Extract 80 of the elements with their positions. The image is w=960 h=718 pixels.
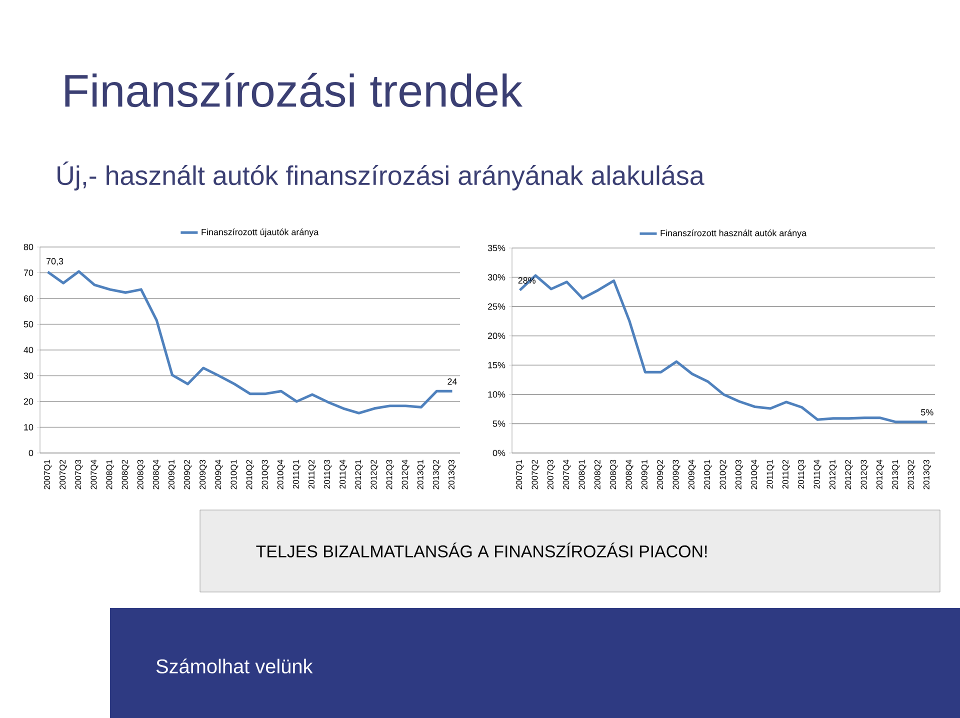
text: TELJES BIZALMATLANSÁG A FINANSZÍROZÁSI PIACON! (256, 542, 707, 558)
x-tick-label: 2008Q4 (626, 460, 634, 490)
chart-subtitle: Új,- használt autók finanszírozási arányának alakulása (58, 162, 704, 190)
x-tick-label: 2011Q3 (324, 460, 332, 489)
x-tick-label: 2010Q1 (230, 460, 238, 490)
y-tick-label: 20% (488, 332, 506, 340)
x-tick-label: 2008Q2 (594, 460, 602, 490)
x-tick-label: 2010Q4 (751, 460, 759, 490)
x-tick-label: 2011Q3 (798, 460, 806, 489)
y-tick-label: 10% (488, 391, 506, 398)
x-tick-label: 2011Q1 (292, 460, 300, 489)
y-tick-label: 15% (488, 362, 506, 368)
x-tick-label: 2010Q2 (246, 460, 254, 490)
y-tick-label: 10 (24, 424, 34, 430)
y-tick-label: 40 (24, 346, 34, 354)
data-label: 70,3 (46, 258, 64, 266)
y-tick-label: 60 (24, 295, 34, 302)
text: Számolhat velünk (156, 658, 313, 674)
x-tick-label: 2009Q2 (184, 460, 192, 490)
x-tick-label: 2007Q3 (547, 460, 555, 490)
x-tick-label: 2007Q1 (44, 460, 52, 490)
x-tick-label: 2011Q2 (782, 460, 790, 489)
x-tick-label: 2007Q2 (532, 460, 540, 490)
x-tick-label: 2007Q3 (75, 460, 83, 490)
x-tick-label: 2011Q4 (814, 460, 822, 489)
y-tick-label: 0% (492, 450, 506, 456)
y-tick-label: 50 (24, 321, 34, 328)
x-tick-label: 2013Q3 (923, 460, 931, 490)
x-tick-label: 2008Q4 (152, 460, 160, 490)
x-tick-label: 2009Q2 (657, 460, 665, 490)
x-tick-label: 2011Q2 (308, 460, 316, 489)
x-tick-label: 2013Q1 (417, 460, 425, 490)
x-tick-label: 2012Q2 (845, 460, 853, 490)
y-tick-label: 30 (24, 372, 34, 379)
y-tick-label: 0 (28, 450, 34, 456)
x-tick-label: 2010Q3 (262, 460, 270, 490)
x-tick-label: 2009Q1 (641, 460, 649, 490)
x-tick-label: 2010Q2 (720, 460, 728, 490)
x-tick-label: 2008Q2 (122, 460, 130, 490)
x-tick-label: 2013Q1 (892, 460, 900, 490)
x-tick-label: 2009Q1 (168, 460, 176, 490)
chart-title: Finanszírozási trendek (65, 72, 523, 108)
legend-label: Finanszírozott használt autók aránya (660, 230, 807, 238)
data-label: 5% (921, 409, 934, 416)
x-tick-label: 2013Q2 (432, 460, 440, 490)
legend-label: Finanszírozott újautók aránya (202, 228, 319, 238)
y-tick-label: 5% (492, 420, 506, 427)
x-tick-label: 2011Q1 (766, 460, 774, 489)
x-tick-label: 2007Q4 (563, 460, 571, 490)
x-tick-label: 2008Q1 (106, 460, 114, 490)
x-tick-label: 2008Q3 (137, 460, 145, 490)
x-tick-label: 2009Q4 (215, 460, 223, 490)
y-tick-label: 70 (24, 270, 34, 276)
x-tick-label: 2011Q4 (340, 460, 348, 489)
x-tick-label: 2012Q1 (355, 460, 363, 490)
x-tick-label: 2009Q3 (200, 460, 208, 490)
x-tick-label: 2010Q3 (735, 460, 743, 490)
x-tick-label: 2012Q2 (370, 460, 378, 490)
x-tick-label: 2012Q3 (860, 460, 868, 490)
y-tick-label: 30% (488, 274, 506, 280)
x-tick-label: 2013Q2 (908, 460, 916, 490)
y-tick-label: 35% (488, 244, 506, 252)
x-tick-label: 2013Q3 (448, 460, 456, 490)
data-label: 24 (448, 378, 457, 385)
x-tick-label: 2007Q2 (60, 460, 68, 490)
y-tick-label: 20 (24, 398, 34, 405)
y-tick-label: 80 (24, 244, 34, 250)
x-tick-label: 2008Q1 (578, 460, 586, 490)
x-tick-label: 2010Q4 (277, 460, 285, 490)
x-tick-label: 2012Q4 (876, 460, 884, 490)
x-tick-label: 2009Q4 (688, 460, 696, 490)
x-tick-label: 2010Q1 (704, 460, 712, 490)
x-tick-label: 2007Q4 (90, 460, 98, 490)
x-tick-label: 2007Q1 (516, 460, 524, 490)
y-tick-label: 25% (488, 303, 506, 310)
x-tick-label: 2012Q3 (386, 460, 394, 490)
x-tick-label: 2008Q3 (610, 460, 618, 490)
x-tick-label: 2009Q3 (672, 460, 680, 490)
x-tick-label: 2012Q4 (402, 460, 410, 490)
x-tick-label: 2012Q1 (829, 460, 837, 490)
